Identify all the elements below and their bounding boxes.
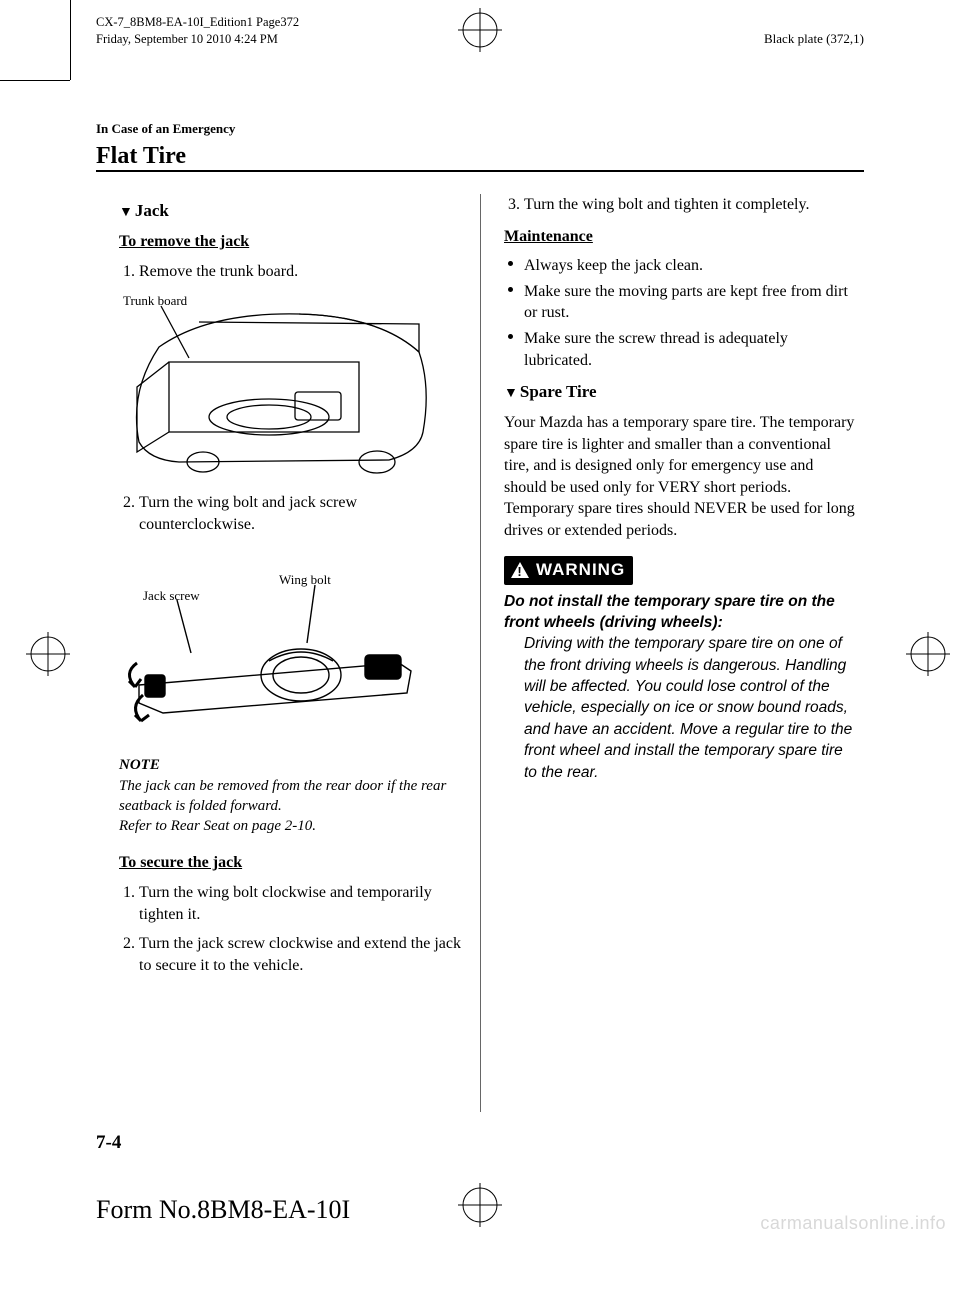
section-title: Flat Tire [96, 140, 235, 172]
figure-jack-label-b: Wing bolt [279, 571, 331, 589]
note-label: NOTE [119, 755, 473, 775]
note-line-2: Refer to Rear Seat on page 2-10. [119, 816, 473, 836]
figure-trunk: Trunk board [119, 292, 435, 482]
warning-icon: ! [510, 561, 530, 579]
watermark: carmanualsonline.info [760, 1211, 946, 1235]
form-number: Form No.8BM8-EA-10I [96, 1192, 350, 1227]
regmark-left [26, 632, 70, 676]
secure-step-2: Turn the jack screw clockwise and extend… [139, 933, 473, 976]
note-block: NOTE The jack can be removed from the re… [119, 755, 473, 836]
spare-tire-paragraph: Your Mazda has a temporary spare tire. T… [504, 412, 858, 542]
doc-id: CX-7_8BM8-EA-10I_Edition1 Page372 [96, 14, 299, 31]
section-header: In Case of an Emergency Flat Tire [96, 120, 235, 172]
maint-item-1: Always keep the jack clean. [522, 255, 858, 277]
remove-jack-heading: To remove the jack [119, 231, 473, 253]
maint-item-3: Make sure the screw thread is adequately… [522, 328, 858, 371]
column-divider [480, 194, 481, 1112]
note-line-1: The jack can be removed from the rear do… [119, 776, 473, 817]
figure-jack: Jack screw Wing bolt [119, 545, 435, 745]
warning-label: WARNING [536, 559, 625, 582]
plate-label: Black plate (372,1) [764, 30, 864, 48]
crop-mark-v [70, 0, 71, 80]
right-column: Turn the wing bolt and tighten it comple… [504, 194, 858, 783]
remove-step-2: Turn the wing bolt and jack screw counte… [139, 492, 473, 535]
doc-header-left: CX-7_8BM8-EA-10I_Edition1 Page372 Friday… [96, 14, 299, 48]
maintenance-heading: Maintenance [504, 226, 858, 248]
secure-step-1: Turn the wing bolt clockwise and tempora… [139, 882, 473, 925]
section-rule [96, 170, 864, 172]
svg-text:!: ! [517, 564, 522, 579]
remove-step-1: Remove the trunk board. [139, 261, 473, 283]
regmark-bottom [458, 1183, 502, 1227]
regmark-right [906, 632, 950, 676]
left-column: Jack To remove the jack Remove the trunk… [119, 194, 473, 986]
figure-trunk-label: Trunk board [123, 292, 187, 310]
warning-header: ! WARNING [504, 556, 633, 585]
secure-step-3: Turn the wing bolt and tighten it comple… [524, 194, 858, 216]
spare-tire-heading: Spare Tire [504, 381, 858, 404]
secure-jack-heading: To secure the jack [119, 852, 473, 874]
jack-heading: Jack [119, 200, 473, 223]
crop-mark-h [0, 80, 70, 81]
figure-jack-label-a: Jack screw [143, 587, 200, 605]
maint-item-2: Make sure the moving parts are kept free… [522, 281, 858, 324]
warning-lead: Do not install the temporary spare tire … [504, 593, 835, 631]
regmark-top [458, 8, 502, 52]
section-category: In Case of an Emergency [96, 120, 235, 138]
warning-body: Do not install the temporary spare tire … [504, 591, 858, 783]
doc-date: Friday, September 10 2010 4:24 PM [96, 31, 299, 48]
page-number: 7-4 [96, 1130, 121, 1156]
warning-detail: Driving with the temporary spare tire on… [524, 633, 858, 783]
